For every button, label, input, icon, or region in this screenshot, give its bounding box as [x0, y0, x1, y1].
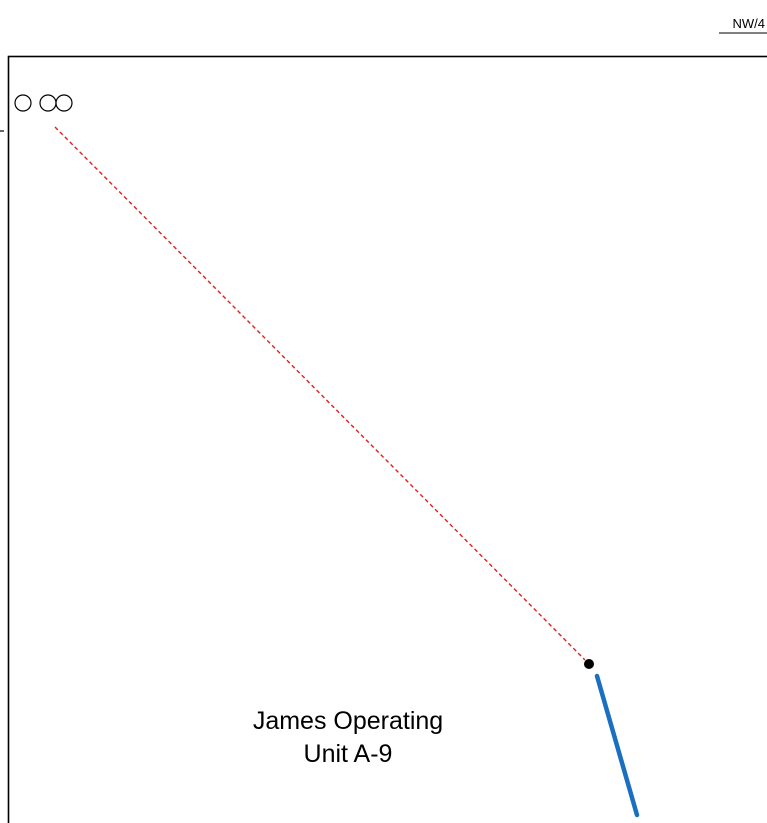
proposed-path-line [54, 126, 586, 661]
lateral-line [594, 673, 640, 818]
well-symbols [14, 94, 73, 112]
well-symbol [55, 94, 73, 112]
well-symbol [14, 94, 32, 112]
surface-location-marker [584, 659, 594, 669]
unit-label-line-1: James Operating [253, 707, 443, 735]
well-symbol [39, 94, 57, 112]
sheet-reference-label: NW/4 [733, 16, 766, 31]
unit-boundary [7, 55, 767, 823]
unit-label-line-2: Unit A-9 [304, 740, 393, 768]
